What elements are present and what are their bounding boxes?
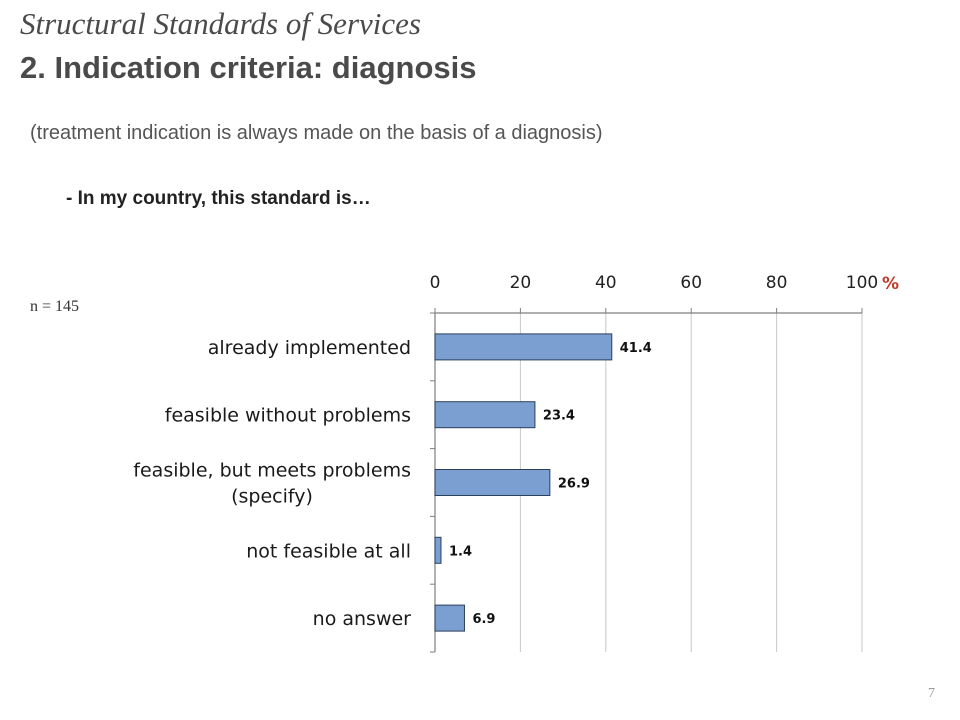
category-label: feasible, but meets problems	[133, 460, 411, 482]
bar	[434, 333, 613, 361]
category-label: no answer	[313, 608, 412, 630]
bar	[434, 469, 551, 496]
category-label: already implemented	[208, 337, 411, 359]
data-label: 23.4	[543, 409, 575, 424]
x-tick-label: 100	[846, 273, 878, 293]
x-tick-label: 0	[430, 273, 441, 293]
page-number: 7	[928, 686, 935, 701]
bar	[434, 604, 465, 632]
x-unit-label: %	[882, 274, 899, 294]
x-tick-label: 20	[510, 273, 532, 293]
category-label: feasible without problems	[165, 405, 411, 427]
x-tick-label: 60	[680, 273, 702, 293]
x-tick-label: 40	[595, 273, 617, 293]
category-label: not feasible at all	[246, 540, 411, 562]
slide-subtitle: (treatment indication is always made on …	[30, 122, 603, 144]
slide-title-bold: 2. Indication criteria: diagnosis	[20, 50, 477, 85]
survey-question: - In my country, this standard is…	[66, 188, 371, 209]
category-label: (specify)	[231, 486, 313, 508]
data-label: 26.9	[558, 477, 590, 492]
slide-title-italic: Structural Standards of Services	[20, 6, 421, 41]
data-label: 6.9	[472, 612, 495, 627]
x-tick-label: 80	[766, 273, 788, 293]
bar	[434, 401, 536, 429]
bar	[434, 536, 442, 564]
data-label: 41.4	[620, 341, 652, 356]
sample-size-label: n = 145	[30, 298, 80, 315]
data-label: 1.4	[449, 544, 472, 559]
